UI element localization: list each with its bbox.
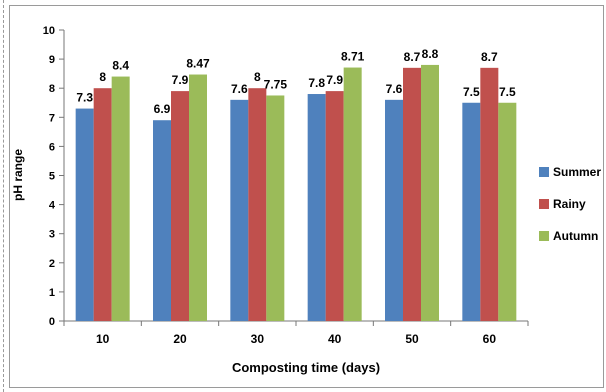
bar-autumn-20 [189, 74, 207, 321]
legend-label-autumn: Autumn [553, 229, 598, 243]
data-label-rainy-30: 8 [254, 70, 261, 84]
x-tick-label: 10 [96, 332, 110, 346]
bar-summer-10 [75, 108, 94, 321]
data-label-rainy-60: 8.7 [481, 50, 498, 64]
data-label-summer-40: 7.8 [308, 76, 325, 90]
data-label-autumn-40: 8.71 [341, 50, 365, 64]
bars [75, 64, 517, 322]
bar-summer-60 [462, 102, 481, 321]
y-tick-label: 6 [49, 141, 55, 153]
axes: 0 1 2 3 4 5 6 7 8 9 10 10 20 30 40 50 60 [43, 25, 529, 346]
bar-autumn-10 [111, 76, 130, 321]
x-tick-label: 30 [251, 332, 265, 346]
data-label-summer-20: 6.9 [154, 102, 171, 116]
y-tick-label: 0 [49, 316, 55, 328]
bar-rainy-60 [480, 67, 499, 321]
bar-autumn-50 [421, 64, 439, 322]
data-label-summer-10: 7.3 [76, 91, 93, 105]
y-tick-label: 5 [49, 171, 55, 183]
x-tick-label: 40 [328, 332, 342, 346]
bar-autumn-40 [343, 67, 362, 321]
bar-autumn-60 [498, 102, 517, 321]
y-tick-label: 9 [49, 54, 55, 66]
x-tick-label: 20 [173, 332, 187, 346]
bar-rainy-50 [403, 67, 421, 321]
x-tick-label: 60 [483, 332, 497, 346]
data-label-summer-60: 7.5 [463, 85, 480, 99]
legend-label-summer: Summer [553, 165, 601, 179]
data-label-rainy-40: 7.9 [326, 73, 343, 87]
legend: Summer Rainy Autumn [539, 165, 601, 243]
y-axis-label: pH range [11, 149, 25, 201]
y-tick-label: 8 [49, 83, 55, 95]
bar-summer-40 [307, 94, 326, 322]
legend-swatch-rainy [539, 199, 549, 209]
data-label-rainy-20: 7.9 [172, 73, 189, 87]
bar-rainy-20 [171, 91, 189, 321]
bar-rainy-10 [93, 88, 112, 321]
bar-summer-30 [230, 99, 249, 321]
data-label-summer-30: 7.6 [231, 82, 248, 96]
y-tick-label: 4 [49, 200, 56, 212]
legend-swatch-summer [539, 167, 549, 177]
y-tick-label: 7 [49, 112, 55, 124]
data-label-autumn-50: 8.8 [422, 47, 439, 61]
y-tick-label: 3 [49, 229, 55, 241]
data-label-autumn-30: 7.75 [264, 77, 288, 91]
data-label-summer-50: 7.6 [386, 82, 403, 96]
x-tick-label: 50 [405, 332, 419, 346]
legend-label-rainy: Rainy [553, 197, 586, 211]
y-tick-label: 2 [49, 258, 55, 270]
bar-summer-50 [385, 99, 403, 321]
data-label-autumn-60: 7.5 [499, 85, 516, 99]
bar-summer-20 [153, 120, 171, 322]
legend-swatch-autumn [539, 231, 549, 241]
x-axis-label: Composting time (days) [232, 360, 380, 375]
data-label-rainy-50: 8.7 [404, 50, 421, 64]
bar-autumn-30 [266, 95, 285, 321]
data-label-rainy-10: 8 [99, 70, 106, 84]
data-label-autumn-20: 8.47 [186, 57, 210, 71]
y-tick-label: 1 [49, 287, 55, 299]
y-tick-label: 10 [43, 25, 55, 37]
bar-rainy-30 [248, 88, 267, 321]
left-border-rule [3, 0, 4, 392]
data-label-autumn-10: 8.4 [112, 59, 129, 73]
bar-rainy-40 [325, 91, 344, 321]
data-labels: 7.388.46.97.98.477.687.75 7.8 7.98.717.68.… [76, 47, 516, 116]
